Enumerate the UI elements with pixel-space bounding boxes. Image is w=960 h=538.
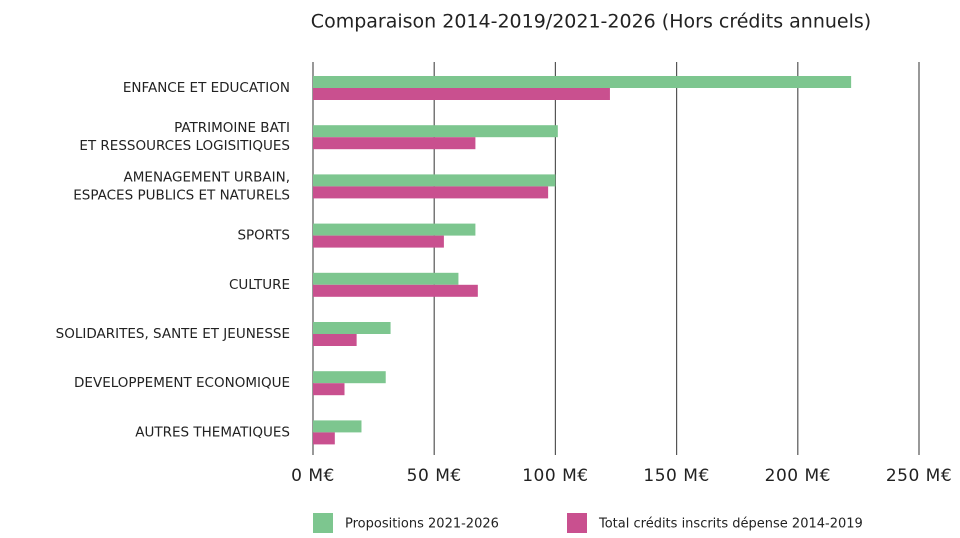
bar <box>313 125 558 138</box>
x-tick-label: 200 M€ <box>765 466 831 486</box>
bar <box>313 371 386 384</box>
bar <box>313 174 556 187</box>
y-tick-label: CULTURE <box>229 277 290 293</box>
bar <box>313 383 345 396</box>
y-tick-label: AUTRES THEMATIQUES <box>135 424 290 440</box>
y-tick-label: PATRIMOINE BATI <box>174 120 290 136</box>
legend-label: Total crédits inscrits dépense 2014-2019 <box>598 517 863 532</box>
x-tick-label: 100 M€ <box>522 466 588 486</box>
bar <box>313 76 852 88</box>
y-tick-label: SPORTS <box>237 228 290 244</box>
y-tick-label: ET RESSOURCES LOGISITIQUES <box>79 138 290 154</box>
x-tick-label: 250 M€ <box>886 466 952 486</box>
legend-swatch <box>567 513 587 533</box>
legend-label: Propositions 2021-2026 <box>345 517 499 532</box>
x-tick-label: 150 M€ <box>643 466 709 486</box>
bar <box>313 137 476 150</box>
y-tick-label: SOLIDARITES, SANTE ET JEUNESSE <box>56 326 290 342</box>
legend-swatch <box>313 513 333 533</box>
bar <box>313 334 357 346</box>
bar <box>313 272 459 285</box>
y-tick-label: AMENAGEMENT URBAIN, <box>124 169 290 185</box>
bar <box>313 186 549 199</box>
bar <box>313 88 610 100</box>
x-tick-label: 50 M€ <box>407 466 462 486</box>
bar <box>313 432 335 445</box>
y-tick-label: ESPACES PUBLICS ET NATURELS <box>73 187 290 203</box>
bar <box>313 420 362 433</box>
bar <box>313 322 391 334</box>
chart-title: Comparaison 2014-2019/2021-2026 (Hors cr… <box>311 11 871 33</box>
bar <box>313 223 476 236</box>
y-tick-label: ENFANCE ET EDUCATION <box>123 80 290 96</box>
bar <box>313 284 478 297</box>
x-tick-label: 0 M€ <box>291 466 335 486</box>
y-tick-label: DEVELOPPEMENT ECONOMIQUE <box>74 375 290 391</box>
bar <box>313 235 444 248</box>
